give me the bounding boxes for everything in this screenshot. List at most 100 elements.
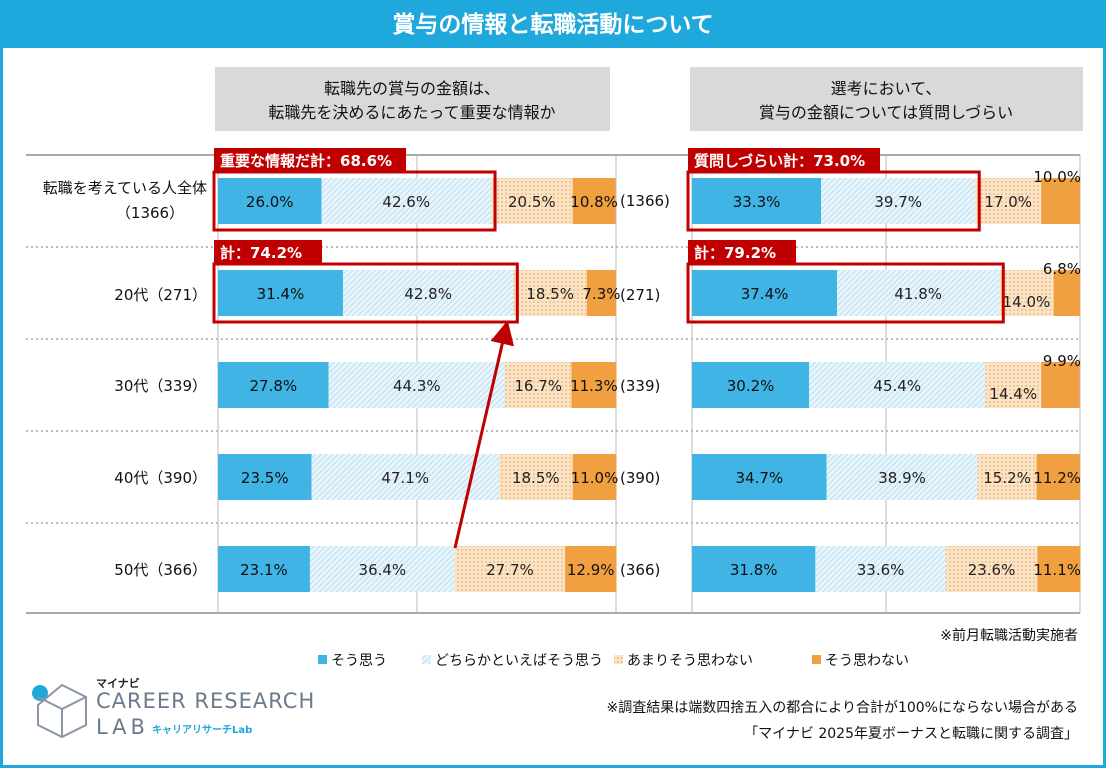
category-label-1: 20代（271）	[114, 286, 207, 304]
data-label: 11.2%	[1033, 469, 1081, 487]
legend: そう思う どちらかといえばそう思う あまりそう思わない そう思わない	[318, 653, 909, 669]
right-count-1: (271)	[620, 286, 660, 304]
data-label: 10.8%	[570, 193, 618, 211]
bar-segment	[565, 546, 617, 592]
bar-segment	[821, 178, 976, 224]
data-label: 11.1%	[1033, 561, 1081, 579]
figure-title: 賞与の情報と転職活動について	[3, 3, 1103, 48]
legend-swatch	[422, 655, 431, 664]
bar-segment	[572, 454, 617, 500]
data-label: 33.3%	[733, 193, 781, 211]
right-count-3: (390)	[620, 469, 660, 487]
data-label: 41.8%	[894, 285, 942, 303]
bar-segment	[218, 178, 322, 224]
row-separators	[26, 246, 1080, 524]
bar-segment	[321, 178, 492, 224]
legend-swatch	[812, 655, 821, 664]
callouts-layer: 重要な情報だ計：68.6% 計：74.2% 質問しづらい計：73.0% 計：79.2%	[212, 148, 1005, 324]
right-count-2: (339)	[620, 377, 660, 395]
logo-small-text: マイナビ	[96, 677, 140, 690]
bar-segment	[692, 454, 827, 500]
bar-segment	[571, 362, 617, 408]
panel-header-right-bg	[690, 67, 1083, 131]
bar-segment	[826, 454, 978, 500]
data-label: 31.8%	[730, 561, 778, 579]
bar-segment	[342, 270, 514, 316]
legend-swatch	[614, 655, 623, 664]
panel-header-left-line2: 転職先を決めるにあたって重要な情報か	[268, 103, 555, 122]
callout-box	[686, 262, 1005, 324]
callout-tag-bg	[214, 148, 406, 172]
panel-header-right-line2: 賞与の金額については質問しづらい	[759, 103, 1013, 122]
bar-segment	[218, 362, 329, 408]
bar-segment	[692, 270, 838, 316]
callout-tag-text: 計：79.2%	[694, 244, 776, 262]
right-count-0: (1366)	[620, 192, 670, 210]
data-label: 44.3%	[393, 377, 441, 395]
legend-label: そう思わない	[825, 653, 909, 669]
bar-segment	[977, 454, 1037, 500]
callout-tag-text: 計：74.2%	[220, 244, 302, 262]
career-research-lab-logo: マイナビ CAREER RESEARCH LAB キャリアリサーチLab	[28, 675, 328, 745]
bar-segment	[218, 270, 343, 316]
bar-segment	[218, 546, 310, 592]
data-label: 47.1%	[381, 469, 429, 487]
bars-layer: 26.0% 42.6% 20.5% 10.8% 31.4% 42.8% 18.5% 7.3% 2…	[218, 168, 1081, 592]
panel-header-right-line1: 選考において、	[831, 79, 942, 98]
data-label: 15.2%	[983, 469, 1031, 487]
bar-segment	[1036, 454, 1080, 500]
data-label: 16.7%	[514, 377, 562, 395]
data-label: 11.0%	[571, 469, 619, 487]
logo-lab-text: LAB	[96, 715, 149, 739]
data-label: 42.6%	[382, 193, 430, 211]
bar-segment	[309, 546, 455, 592]
data-label: 6.8%	[1043, 260, 1081, 278]
bar-segment	[692, 362, 810, 408]
legend-label: そう思う	[331, 653, 387, 669]
bar-segment	[572, 178, 616, 224]
data-label: 27.7%	[486, 561, 534, 579]
category-label-3: 40代（390）	[114, 469, 207, 487]
legend-label: どちらかといえばそう思う	[435, 653, 603, 669]
bar-segment	[1041, 362, 1080, 408]
data-label: 42.8%	[404, 285, 452, 303]
data-label: 14.0%	[1003, 293, 1051, 311]
data-label: 20.5%	[508, 193, 556, 211]
bar-segment	[218, 454, 312, 500]
data-label: 38.9%	[878, 469, 926, 487]
category-label-0: 転職を考えている人全体	[43, 179, 207, 197]
data-label: 9.9%	[1043, 352, 1081, 370]
panel-header-left-bg	[215, 67, 610, 131]
bar-segment	[498, 454, 573, 500]
callout-tag-bg	[688, 148, 880, 172]
data-label: 27.8%	[249, 377, 297, 395]
bar-segment	[985, 362, 1042, 408]
callout-tag-text: 質問しづらい計：73.0%	[694, 152, 865, 170]
category-count-0: （1366）	[116, 204, 184, 222]
data-label: 30.2%	[727, 377, 775, 395]
data-label: 31.4%	[257, 285, 305, 303]
logo-main-text: CAREER RESEARCH	[96, 689, 316, 713]
callout-tag-bg	[688, 240, 796, 264]
panel-header-left: 転職先の賞与の金額は、 転職先を決めるにあたって重要な情報か	[215, 67, 610, 131]
data-label: 17.0%	[984, 193, 1032, 211]
bar-segment	[328, 362, 505, 408]
data-label: 23.5%	[241, 469, 289, 487]
category-label-2: 30代（339）	[114, 377, 207, 395]
category-label-4: 50代（366）	[114, 561, 207, 579]
data-label: 23.1%	[240, 561, 288, 579]
callout-box	[212, 262, 519, 324]
cube-logo-icon	[32, 683, 87, 739]
data-label: 37.4%	[741, 285, 789, 303]
panel-header-right: 選考において、 賞与の金額については質問しづらい	[690, 67, 1083, 131]
data-label: 45.4%	[873, 377, 921, 395]
data-label: 39.7%	[874, 193, 922, 211]
panel-header-left-line1: 転職先の賞与の金額は、	[324, 79, 500, 98]
bar-segment	[692, 546, 816, 592]
data-label: 33.6%	[857, 561, 905, 579]
bar-segment	[999, 270, 1054, 316]
callout-tag-text: 重要な情報だ計：68.6%	[220, 152, 392, 170]
data-label: 34.7%	[735, 469, 783, 487]
data-label: 12.9%	[567, 561, 615, 579]
data-label: 11.3%	[570, 377, 618, 395]
